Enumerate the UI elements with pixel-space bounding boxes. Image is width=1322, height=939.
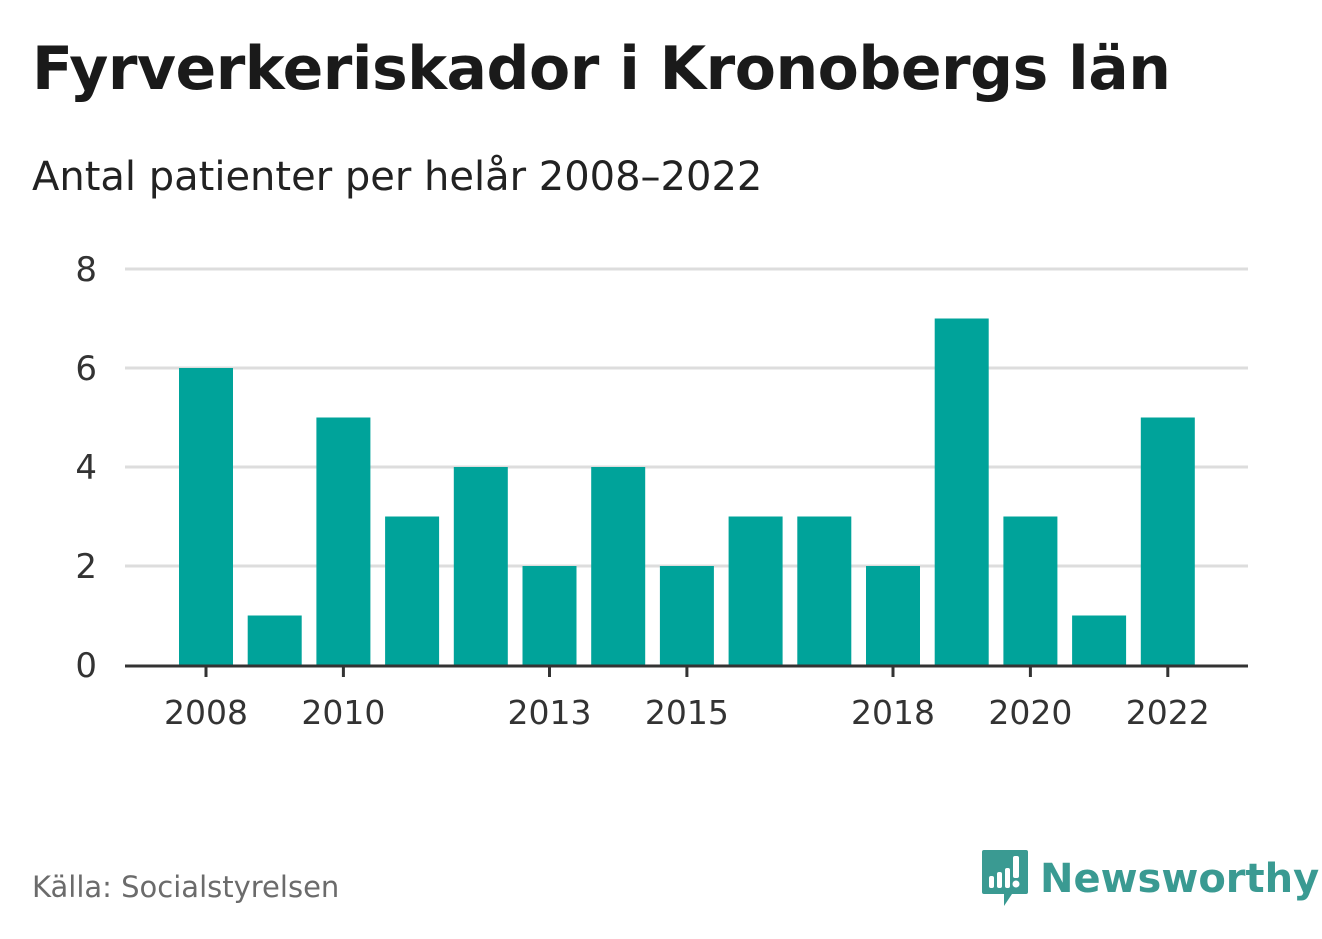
x-tick-label: 2013 — [508, 693, 592, 732]
source-note: Källa: Socialstyrelsen — [32, 870, 340, 904]
x-tick-label: 2020 — [988, 693, 1072, 732]
y-axis-ticks: 0 2 4 6 8 — [75, 250, 97, 686]
bars — [179, 318, 1195, 665]
x-tick-label: 2010 — [301, 693, 385, 732]
y-tick-label: 0 — [75, 646, 97, 686]
bar-2008 — [179, 368, 233, 665]
brand-name: Newsworthy — [1040, 856, 1320, 902]
bar-2014 — [591, 467, 646, 665]
chart-title: Fyrverkeriskador i Kronobergs län — [32, 34, 1171, 104]
y-tick-label: 6 — [75, 349, 97, 389]
bar-2015 — [659, 566, 714, 665]
brand-logo: Newsworthy — [980, 848, 1319, 910]
bar-2011 — [385, 516, 440, 665]
chart-subtitle: Antal patienter per helår 2008–2022 — [32, 154, 763, 200]
bar-2012 — [453, 467, 508, 665]
bar-2016 — [728, 516, 783, 665]
x-tick-label: 2022 — [1126, 693, 1210, 732]
bar-2017 — [797, 516, 852, 665]
newsworthy-logo-icon — [982, 850, 1028, 906]
bar-2019 — [934, 318, 989, 665]
gridlines — [125, 267, 1248, 568]
x-tick-label: 2015 — [645, 693, 729, 732]
y-tick-label: 4 — [75, 448, 97, 488]
bar-2018 — [866, 566, 920, 665]
x-axis-ticks: 2008 2010 2013 2015 2018 2020 2022 — [164, 665, 1210, 732]
bar-2010 — [316, 417, 371, 665]
bar-2009 — [247, 615, 302, 665]
x-tick-label: 2008 — [164, 693, 248, 732]
x-tick-label: 2018 — [851, 693, 935, 732]
bar-2020 — [1003, 516, 1058, 665]
y-tick-label: 2 — [75, 547, 97, 587]
bar-2013 — [522, 566, 577, 665]
bar-2022 — [1140, 417, 1195, 665]
bar-2021 — [1072, 615, 1127, 665]
y-tick-label: 8 — [75, 250, 97, 290]
